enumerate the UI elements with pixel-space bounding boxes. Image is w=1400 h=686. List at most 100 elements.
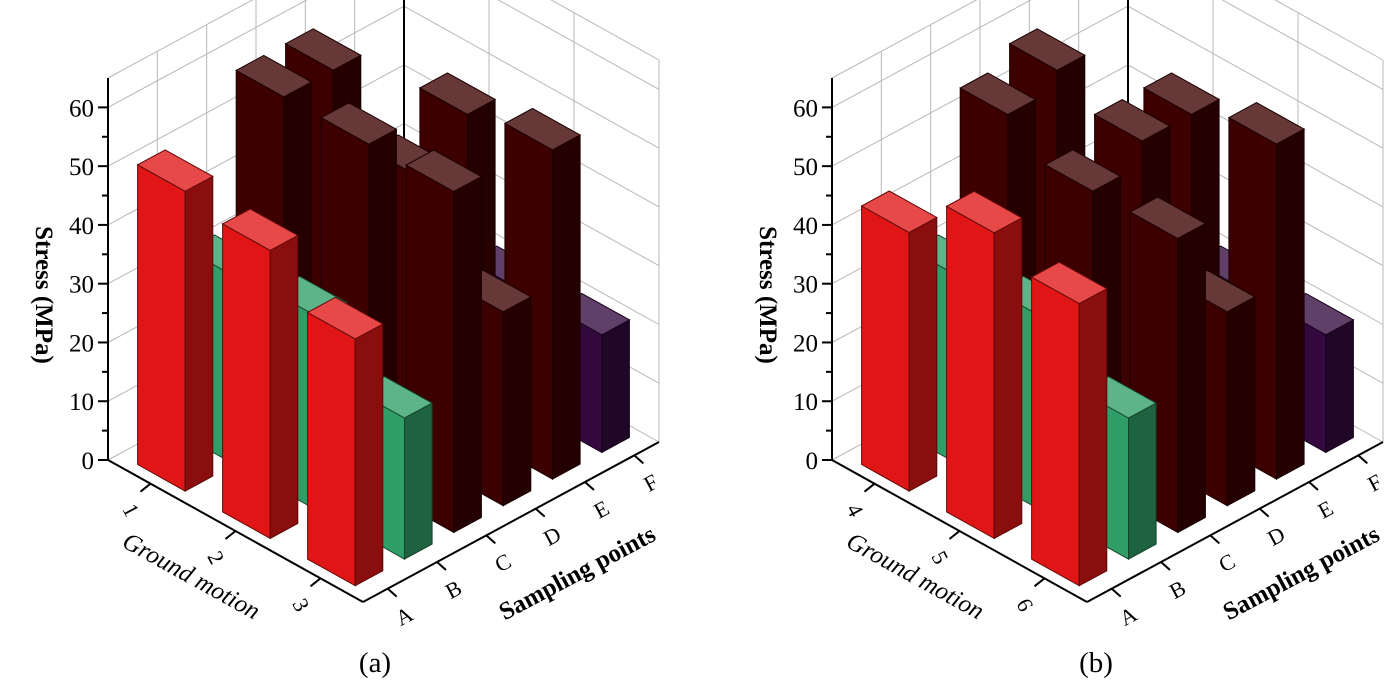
bar-side-face [1128, 402, 1157, 560]
ground-motion-tick-label: 1 [118, 499, 145, 520]
bar-side-face [1226, 295, 1256, 507]
sampling-point-tick-label: B [441, 575, 466, 604]
bar-top-face [136, 149, 214, 192]
bar-top-face [1093, 99, 1171, 142]
z-tick-label: 30 [793, 272, 818, 299]
z-tick-label: 10 [69, 389, 94, 416]
ground-motion-tick-label: 2 [203, 547, 230, 568]
bar-side-face [1078, 287, 1108, 587]
bar-side-face [993, 217, 1023, 540]
y-tick [436, 561, 447, 571]
gridline-top [831, 0, 1384, 79]
panel-label: (b) [1079, 647, 1113, 679]
y-tick [387, 587, 398, 598]
sampling-point-tick-label: D [539, 521, 565, 551]
z-tick-label: 20 [793, 330, 818, 357]
bar-front-face [861, 205, 910, 492]
x-tick [309, 577, 322, 588]
bar-front-face [137, 163, 186, 492]
y-tick [535, 507, 546, 518]
sampling-point-tick-label: E [1314, 495, 1338, 523]
bar-2-A [221, 208, 299, 540]
z-axis-title: Stress (MPa) [30, 226, 57, 364]
z-tick-label: 50 [69, 154, 94, 181]
y-tick [485, 534, 496, 545]
ground-motion-tick-label: 6 [1012, 594, 1039, 615]
ground-motion-tick-label: 5 [927, 547, 954, 568]
bar-side-face [1325, 319, 1354, 454]
bars [136, 28, 631, 587]
bar-side-face [1276, 128, 1305, 480]
x-axis-title: Ground motion [118, 528, 265, 626]
ground-motion-tick-label: 3 [288, 594, 315, 615]
bar-top-face [503, 107, 582, 151]
sampling-point-tick-label: B [1165, 575, 1190, 604]
z-tick-label: 50 [793, 154, 818, 181]
y-tick [1308, 481, 1319, 491]
y-axis-title: Sampling points [495, 521, 661, 626]
bar-top-face [284, 28, 362, 71]
bar-front-face [307, 311, 356, 587]
x-tick [948, 530, 961, 540]
x-tick [224, 530, 237, 540]
y-tick [1160, 561, 1171, 571]
bar-top-face [1030, 261, 1108, 305]
bar-top-face [418, 72, 497, 115]
bar-top-face [320, 102, 398, 145]
bar-front-face [222, 223, 271, 540]
bar-side-face [552, 134, 581, 480]
bar-top-face [1008, 28, 1086, 71]
y-tick [584, 481, 595, 491]
bar-3-A [306, 296, 384, 587]
y-tick [1357, 454, 1368, 465]
gridline-z [107, 0, 660, 108]
bar-side-face [404, 402, 433, 560]
x-tick [1033, 577, 1046, 588]
y-tick [1111, 587, 1122, 598]
y-axis-line [1086, 441, 1384, 603]
sampling-point-tick-label: A [391, 601, 417, 631]
ground-motion-tick-label: 4 [842, 499, 869, 520]
z-tick-label: 60 [793, 95, 818, 122]
bar-1-A [136, 149, 214, 492]
bar-side-face [269, 234, 299, 540]
x-tick [863, 482, 876, 493]
sampling-point-tick-label: C [1214, 548, 1239, 577]
bar-top-face [860, 190, 938, 234]
bar-side-face [908, 216, 938, 492]
bar-side-face [502, 295, 532, 507]
x-tick [139, 482, 152, 493]
z-tick-label: 0 [82, 448, 95, 475]
gridline-top [107, 0, 660, 79]
y-tick [633, 454, 644, 465]
bar-5-A [945, 190, 1023, 540]
bar-top-face [1227, 102, 1306, 145]
sampling-point-tick-label: A [1115, 601, 1141, 631]
z-tick-label: 60 [69, 95, 94, 122]
bar-top-face [306, 296, 384, 340]
z-tick-label: 40 [793, 213, 818, 240]
panel-label: (a) [359, 647, 391, 679]
bar-top-face [1044, 149, 1122, 192]
y-axis-title: Sampling points [1219, 521, 1385, 626]
bar-4-A [860, 190, 938, 492]
bar-top-face [405, 149, 483, 193]
bars [860, 28, 1355, 587]
sampling-point-tick-label: F [1364, 469, 1387, 497]
z-tick-label: 20 [69, 330, 94, 357]
bar-top-face [221, 208, 299, 251]
sampling-point-tick-label: C [490, 548, 515, 577]
x-axis-title: Ground motion [842, 528, 989, 626]
bar-side-face [184, 175, 214, 492]
z-tick-label: 40 [69, 213, 94, 240]
bar-side-face [453, 175, 482, 534]
gridline-z [831, 0, 1384, 108]
y-tick [1209, 534, 1220, 545]
z-tick-label: 30 [69, 272, 94, 299]
bar-top-face [945, 190, 1023, 234]
bar-6-A [1030, 261, 1108, 587]
z-tick-label: 10 [793, 389, 818, 416]
bar-top-face [235, 54, 313, 98]
bar-front-face [946, 205, 995, 540]
